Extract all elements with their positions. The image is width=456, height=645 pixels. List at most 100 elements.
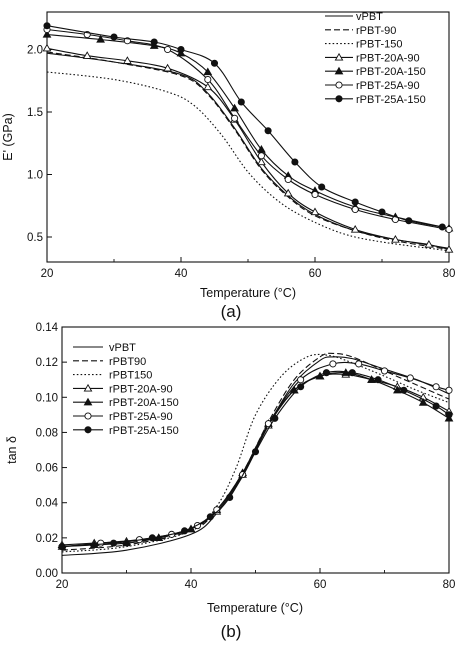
data-point-marker bbox=[351, 198, 359, 206]
data-point-marker bbox=[203, 67, 213, 76]
legend-entry: rPBT-25A-90 bbox=[73, 411, 173, 423]
data-point-marker bbox=[445, 225, 453, 234]
y-tick-label: 1.5 bbox=[27, 107, 43, 119]
data-point-marker bbox=[405, 217, 413, 225]
chart-panel-a: 20 40 60 80 0.5 1.0 1.5 2.0 Temperature (°C) E' (… bbox=[1, 11, 455, 321]
data-point-marker bbox=[318, 183, 326, 191]
x-axis-label: Temperature (°C) bbox=[200, 286, 296, 300]
legend-label: rPBT-20A-90 bbox=[109, 383, 173, 395]
data-point-marker bbox=[374, 376, 382, 384]
data-point-marker bbox=[177, 45, 185, 54]
legend-entry: rPBT-20A-150 bbox=[73, 397, 179, 409]
data-point-marker bbox=[110, 539, 118, 547]
legend-entry: rPBT-25A-90 bbox=[325, 80, 420, 92]
y-tick-label: 0.04 bbox=[36, 498, 59, 510]
series-rpbt-25a-150 bbox=[43, 22, 446, 231]
legend-label: rPBT90 bbox=[109, 356, 146, 368]
y-tick-label: 0.5 bbox=[27, 232, 43, 244]
data-point-marker bbox=[203, 82, 213, 91]
legend-label: rPBT150 bbox=[109, 370, 152, 382]
data-point-marker bbox=[204, 75, 212, 84]
legend-entry: rPBT-20A-90 bbox=[73, 383, 173, 395]
data-point-marker bbox=[122, 538, 131, 547]
data-point-marker bbox=[335, 81, 343, 89]
x-tick-label: 80 bbox=[443, 268, 456, 280]
data-point-marker bbox=[251, 448, 260, 456]
data-point-marker bbox=[351, 205, 359, 214]
data-point-marker bbox=[264, 127, 272, 135]
y-tick-label: 0.02 bbox=[36, 533, 58, 545]
data-point-marker bbox=[42, 43, 52, 52]
data-point-marker bbox=[334, 66, 344, 75]
legend-label: rPBT-20A-90 bbox=[356, 52, 420, 64]
data-point-marker bbox=[297, 383, 305, 391]
data-point-marker bbox=[334, 52, 344, 61]
series-line bbox=[46, 51, 450, 251]
data-point-marker bbox=[350, 224, 360, 233]
data-point-marker bbox=[367, 375, 376, 383]
data-point-marker bbox=[237, 98, 245, 106]
data-point-marker bbox=[148, 534, 156, 542]
data-point-marker bbox=[257, 152, 265, 160]
y-tick-label: 0.14 bbox=[36, 322, 59, 334]
data-point-marker bbox=[311, 190, 319, 199]
legend-label: rPBT-150 bbox=[356, 39, 402, 51]
series-vpbt bbox=[46, 52, 450, 249]
data-point-marker bbox=[297, 376, 305, 384]
data-point-marker bbox=[231, 114, 239, 122]
data-point-marker bbox=[355, 360, 363, 368]
legend-entry: rPBT-20A-90 bbox=[325, 52, 420, 64]
x-tick-label: 20 bbox=[41, 268, 54, 280]
series-line bbox=[46, 52, 450, 249]
data-point-marker bbox=[418, 398, 428, 406]
data-point-marker bbox=[96, 34, 105, 43]
data-point-marker bbox=[406, 374, 414, 382]
legend-label: rPBT-20A-150 bbox=[109, 397, 179, 409]
y-tick-label: 0.10 bbox=[36, 392, 58, 404]
data-point-marker bbox=[97, 539, 105, 547]
y-tick-label: 0.12 bbox=[36, 357, 58, 369]
x-tick-label: 60 bbox=[309, 268, 322, 280]
x-tick-label: 20 bbox=[56, 579, 69, 591]
data-point-marker bbox=[283, 188, 293, 197]
data-point-marker bbox=[432, 383, 440, 391]
data-point-marker bbox=[257, 157, 266, 166]
series-rpbt-150 bbox=[46, 71, 450, 252]
data-point-marker bbox=[42, 29, 52, 38]
data-point-marker bbox=[432, 402, 440, 410]
legend-entry: rPBT-20A-150 bbox=[325, 66, 426, 78]
data-point-marker bbox=[230, 103, 239, 112]
data-point-marker bbox=[391, 234, 400, 243]
legend-label: rPBT-25A-90 bbox=[109, 411, 173, 423]
x-tick-label: 80 bbox=[443, 579, 456, 591]
data-point-marker bbox=[82, 51, 92, 59]
y-axis-label: E' (GPa) bbox=[1, 113, 15, 161]
data-point-marker bbox=[110, 33, 118, 41]
data-point-marker bbox=[150, 38, 158, 46]
x-tick-label: 40 bbox=[185, 579, 198, 591]
legend-label: vPBT bbox=[356, 11, 383, 23]
legend-label: rPBT-25A-90 bbox=[356, 80, 420, 92]
data-point-marker bbox=[43, 22, 51, 30]
series-line bbox=[46, 71, 450, 252]
x-tick-label: 40 bbox=[175, 268, 188, 280]
legend-entry: rPBT-90 bbox=[325, 25, 396, 37]
data-point-marker bbox=[83, 383, 93, 392]
data-point-marker bbox=[393, 385, 402, 394]
data-point-marker bbox=[400, 386, 408, 394]
y-axis-label: tan δ bbox=[5, 436, 19, 464]
legend-entry: rPBT-25A-150 bbox=[73, 425, 179, 437]
y-tick-label: 0.06 bbox=[36, 463, 58, 475]
data-point-marker bbox=[378, 208, 386, 216]
data-point-marker bbox=[257, 144, 266, 153]
data-point-marker bbox=[163, 63, 172, 72]
data-point-marker bbox=[329, 360, 337, 368]
data-point-marker bbox=[438, 223, 446, 231]
legend-entry: rPBT150 bbox=[73, 370, 152, 382]
data-point-marker bbox=[83, 397, 93, 406]
data-point-marker bbox=[424, 239, 434, 248]
legend-entry: vPBT bbox=[73, 342, 136, 354]
data-point-marker bbox=[84, 412, 92, 420]
chart-panel-b: 20 40 60 80 0.00 0.02 0.04 0.06 0.08 0.10 0.12 0.14… bbox=[5, 322, 455, 641]
